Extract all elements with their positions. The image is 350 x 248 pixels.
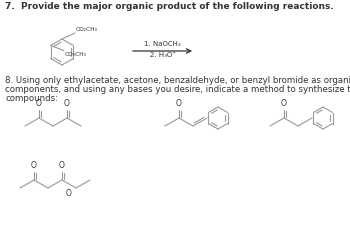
Text: O: O <box>176 99 182 108</box>
Text: O: O <box>64 99 70 108</box>
Text: O: O <box>59 161 65 170</box>
Text: 7.  Provide the major organic product of the following reactions.: 7. Provide the major organic product of … <box>5 2 334 11</box>
Text: compounds:: compounds: <box>5 94 58 103</box>
Text: components, and using any bases you desire, indicate a method to synthesize the : components, and using any bases you desi… <box>5 85 350 94</box>
Text: O: O <box>36 99 42 108</box>
Text: 8. Using only ethylacetate, acetone, benzaldehyde, or benzyl bromide as organic: 8. Using only ethylacetate, acetone, ben… <box>5 76 350 85</box>
Text: CO₂CH₃: CO₂CH₃ <box>65 52 87 57</box>
Text: 1. NaOCH₃: 1. NaOCH₃ <box>144 41 181 47</box>
Text: O: O <box>31 161 37 170</box>
Text: O: O <box>66 189 72 198</box>
Text: CO₂CH₃: CO₂CH₃ <box>76 27 98 32</box>
Text: 2. H₃O⁺: 2. H₃O⁺ <box>149 52 175 58</box>
Text: O: O <box>281 99 287 108</box>
